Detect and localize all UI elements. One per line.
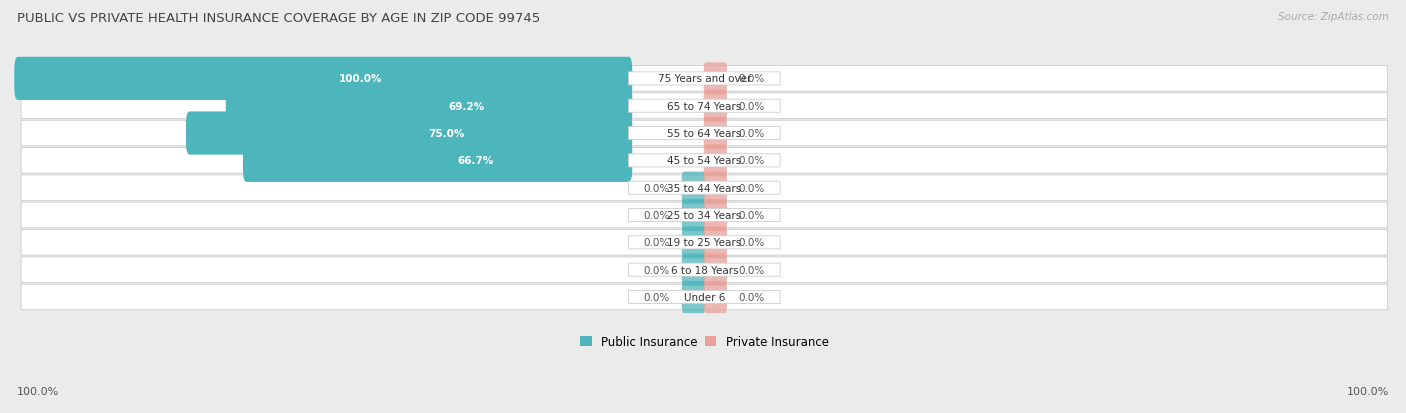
Text: 0.0%: 0.0% (738, 292, 765, 302)
FancyBboxPatch shape (21, 230, 1388, 256)
Text: 0.0%: 0.0% (738, 156, 765, 166)
Text: 69.2%: 69.2% (449, 102, 485, 112)
FancyBboxPatch shape (14, 58, 633, 101)
FancyBboxPatch shape (21, 66, 1388, 92)
Text: 0.0%: 0.0% (738, 211, 765, 221)
Text: 0.0%: 0.0% (738, 102, 765, 112)
FancyBboxPatch shape (628, 127, 780, 140)
FancyBboxPatch shape (628, 263, 780, 277)
Legend: Public Insurance, Private Insurance: Public Insurance, Private Insurance (575, 330, 834, 353)
FancyBboxPatch shape (703, 90, 727, 123)
Text: 100.0%: 100.0% (339, 74, 382, 84)
Text: 0.0%: 0.0% (738, 129, 765, 139)
Text: 55 to 64 Years: 55 to 64 Years (668, 129, 741, 139)
FancyBboxPatch shape (703, 227, 727, 259)
Text: 45 to 54 Years: 45 to 54 Years (668, 156, 741, 166)
Text: 0.0%: 0.0% (644, 265, 671, 275)
FancyBboxPatch shape (628, 236, 780, 249)
FancyBboxPatch shape (21, 148, 1388, 174)
FancyBboxPatch shape (628, 100, 780, 113)
FancyBboxPatch shape (682, 172, 704, 204)
Text: Under 6: Under 6 (683, 292, 725, 302)
FancyBboxPatch shape (682, 227, 704, 259)
Text: 75.0%: 75.0% (429, 129, 465, 139)
FancyBboxPatch shape (703, 63, 727, 95)
Text: 65 to 74 Years: 65 to 74 Years (668, 102, 741, 112)
Text: 75 Years and over: 75 Years and over (658, 74, 751, 84)
FancyBboxPatch shape (682, 281, 704, 313)
FancyBboxPatch shape (703, 145, 727, 177)
FancyBboxPatch shape (703, 281, 727, 313)
FancyBboxPatch shape (703, 199, 727, 232)
FancyBboxPatch shape (628, 73, 780, 86)
Text: 0.0%: 0.0% (738, 238, 765, 248)
Text: 100.0%: 100.0% (1347, 387, 1389, 396)
Text: 0.0%: 0.0% (738, 265, 765, 275)
FancyBboxPatch shape (628, 209, 780, 222)
Text: 0.0%: 0.0% (738, 183, 765, 193)
Text: 19 to 25 Years: 19 to 25 Years (668, 238, 741, 248)
Text: 0.0%: 0.0% (644, 211, 671, 221)
FancyBboxPatch shape (21, 203, 1388, 228)
FancyBboxPatch shape (682, 254, 704, 286)
FancyBboxPatch shape (226, 85, 633, 128)
Text: 25 to 34 Years: 25 to 34 Years (668, 211, 741, 221)
Text: 0.0%: 0.0% (644, 183, 671, 193)
FancyBboxPatch shape (628, 182, 780, 195)
Text: 0.0%: 0.0% (644, 238, 671, 248)
FancyBboxPatch shape (628, 154, 780, 168)
FancyBboxPatch shape (186, 112, 633, 155)
FancyBboxPatch shape (21, 257, 1388, 283)
FancyBboxPatch shape (21, 176, 1388, 201)
Text: 35 to 44 Years: 35 to 44 Years (668, 183, 741, 193)
Text: 0.0%: 0.0% (644, 292, 671, 302)
FancyBboxPatch shape (703, 118, 727, 150)
Text: 0.0%: 0.0% (738, 74, 765, 84)
FancyBboxPatch shape (682, 199, 704, 232)
Text: Source: ZipAtlas.com: Source: ZipAtlas.com (1278, 12, 1389, 22)
Text: 66.7%: 66.7% (457, 156, 494, 166)
FancyBboxPatch shape (21, 94, 1388, 119)
FancyBboxPatch shape (21, 285, 1388, 310)
FancyBboxPatch shape (703, 172, 727, 204)
Text: 100.0%: 100.0% (17, 387, 59, 396)
Text: 6 to 18 Years: 6 to 18 Years (671, 265, 738, 275)
FancyBboxPatch shape (21, 121, 1388, 147)
FancyBboxPatch shape (628, 291, 780, 304)
FancyBboxPatch shape (703, 254, 727, 286)
FancyBboxPatch shape (243, 140, 633, 183)
Text: PUBLIC VS PRIVATE HEALTH INSURANCE COVERAGE BY AGE IN ZIP CODE 99745: PUBLIC VS PRIVATE HEALTH INSURANCE COVER… (17, 12, 540, 25)
